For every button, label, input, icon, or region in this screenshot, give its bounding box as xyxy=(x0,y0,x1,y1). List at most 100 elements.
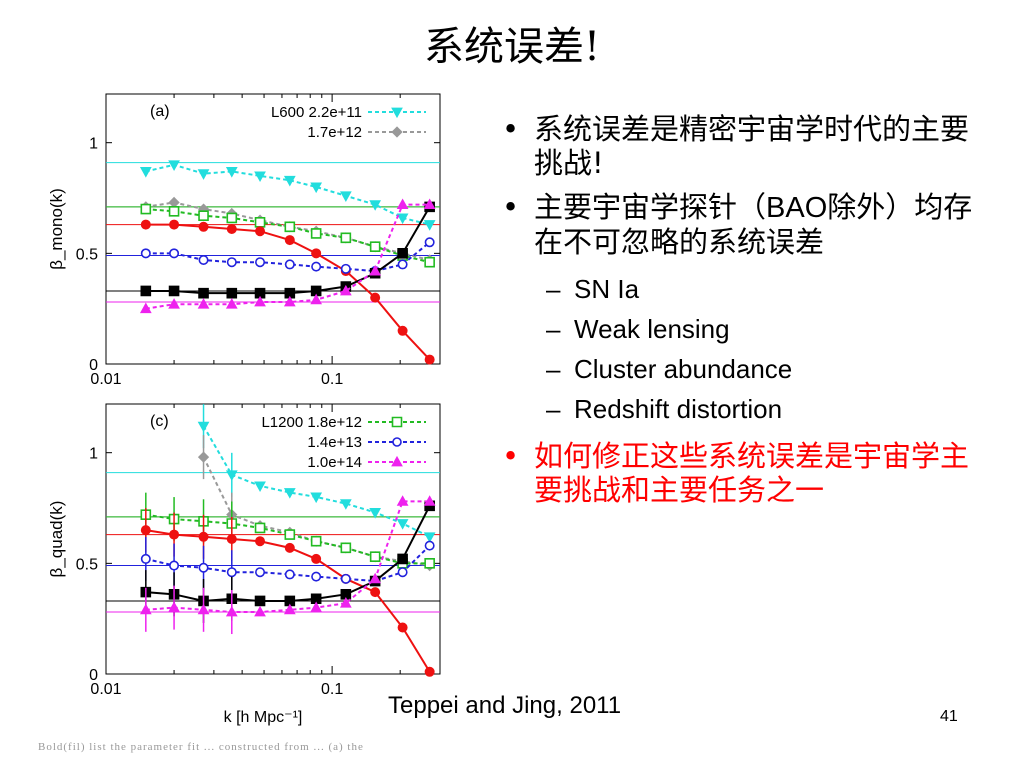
data-point xyxy=(225,470,238,481)
y-tick-label: 0.5 xyxy=(76,246,98,263)
data-point xyxy=(396,519,409,530)
data-point xyxy=(198,531,209,542)
data-point xyxy=(369,200,382,211)
data-point xyxy=(255,567,266,578)
data-point xyxy=(284,259,295,270)
data-point xyxy=(140,285,152,297)
data-point xyxy=(225,298,238,309)
bullet-item: • 主要宇宙学探针（BAO除外）均存在不可忽略的系统误差 xyxy=(498,190,978,259)
legend-label: L600 2.2e+11 xyxy=(271,104,362,121)
data-point xyxy=(226,224,237,235)
data-point xyxy=(226,567,237,578)
data-point xyxy=(254,287,266,299)
sub-bullet-text: Weak lensing xyxy=(574,314,730,344)
bullet-text-part: BAO xyxy=(766,192,828,224)
data-point xyxy=(311,553,322,564)
x-axis-label: k [h Mpc⁻¹] xyxy=(224,709,303,726)
series-line xyxy=(145,163,430,226)
bullet-item-highlight: • 如何修正这些系统误差是宇宙学主要挑战和主要任务之一 xyxy=(498,439,978,507)
data-point xyxy=(169,560,180,571)
data-point xyxy=(369,572,382,584)
data-point xyxy=(423,495,436,506)
data-point xyxy=(255,226,266,237)
data-point xyxy=(226,257,237,268)
bullet-list: • 系统误差是精密宇宙学时代的主要挑战! • 主要宇宙学探针（BAO除外）均存在… xyxy=(498,112,978,517)
data-point xyxy=(340,573,351,584)
sub-bullet-text: SN Ia xyxy=(574,274,640,304)
data-point xyxy=(397,259,408,270)
data-point xyxy=(424,540,435,551)
sub-bullet-text: Redshift distortion xyxy=(574,394,783,424)
legend-marker xyxy=(392,437,402,447)
data-point xyxy=(370,587,381,598)
legend-marker xyxy=(391,107,403,119)
data-point xyxy=(226,212,238,224)
panel-label: (a) xyxy=(150,103,170,120)
data-point xyxy=(340,542,352,554)
data-point xyxy=(226,533,237,544)
bullet-text: 如何修正这些系统误差是宇宙学主要挑战和主要任务之一 xyxy=(534,439,970,507)
data-point xyxy=(310,228,322,239)
data-point xyxy=(423,532,436,543)
data-point xyxy=(284,221,296,233)
y-tick-label: 0 xyxy=(89,357,98,374)
sub-bullet-dash: – xyxy=(546,354,561,384)
data-point xyxy=(198,221,209,232)
citation: Teppei and Jing, 2011 xyxy=(388,692,622,719)
bullet-text-part: 主要宇宙学探针（ xyxy=(534,190,767,224)
y-axis-label: β_mono(k) xyxy=(47,188,66,270)
sub-bullet-text: Cluster abundance xyxy=(574,354,793,384)
legend-label: 1.0e+14 xyxy=(307,454,362,471)
data-point xyxy=(369,264,382,276)
bullet-item: • 系统误差是精密宇宙学时代的主要挑战! xyxy=(498,112,978,180)
chart-figure: 0 0.5 1 0.01 0.1 (a) L600 2.2e+11 1.7e+12 β_mono… xyxy=(47,93,441,726)
data-point xyxy=(397,325,408,336)
data-point xyxy=(396,495,409,506)
data-point xyxy=(424,666,435,677)
data-point xyxy=(310,601,323,613)
bullet-dot: • xyxy=(502,190,520,224)
data-point xyxy=(254,217,266,228)
page-number: 41 xyxy=(940,708,958,725)
data-point xyxy=(197,603,210,615)
data-point xyxy=(424,237,435,248)
series-line xyxy=(145,241,431,273)
legend-label: L1200 1.8e+12 xyxy=(261,414,362,431)
data-point xyxy=(284,287,296,299)
sub-bullet-item: – Redshift distortion xyxy=(498,389,978,429)
data-point xyxy=(311,248,322,259)
bullet-text: 系统误差是精密宇宙学时代的主要挑战! xyxy=(534,112,970,180)
data-point xyxy=(423,220,436,231)
sub-bullet-item: – Weak lensing xyxy=(498,309,978,349)
data-point xyxy=(283,295,296,307)
plot-frame xyxy=(105,403,441,675)
data-point xyxy=(284,595,296,607)
data-point xyxy=(339,191,352,202)
data-point xyxy=(140,248,151,259)
plot-frame xyxy=(105,93,441,365)
data-point xyxy=(369,551,381,563)
data-point xyxy=(396,198,409,210)
data-point xyxy=(369,241,381,253)
x-tick-label: 0.01 xyxy=(90,681,121,698)
data-point xyxy=(254,522,266,534)
data-point xyxy=(198,254,209,265)
chart-panel-c: 0 0.5 1 0.01 0.1 (c) L1200 1.8e+12 1.4e+13 1.0e+… xyxy=(47,403,441,726)
x-tick-label: 0.01 xyxy=(90,371,121,388)
data-point xyxy=(197,298,210,309)
bullet-dot: • xyxy=(502,439,520,473)
data-point xyxy=(284,235,295,246)
y-tick-label: 0 xyxy=(89,667,98,684)
data-point xyxy=(139,167,152,178)
figure-caption-fragment: Bold(fil) list the parameter fit ... con… xyxy=(38,741,364,753)
data-point xyxy=(311,571,322,582)
data-point xyxy=(397,248,408,259)
data-point xyxy=(283,175,296,187)
data-point xyxy=(254,595,266,607)
data-point xyxy=(283,603,296,615)
sub-bullet-dash: – xyxy=(546,314,561,344)
data-point xyxy=(140,219,151,230)
y-tick-label: 1 xyxy=(89,136,98,153)
series-line xyxy=(202,456,430,567)
data-point xyxy=(310,492,323,504)
